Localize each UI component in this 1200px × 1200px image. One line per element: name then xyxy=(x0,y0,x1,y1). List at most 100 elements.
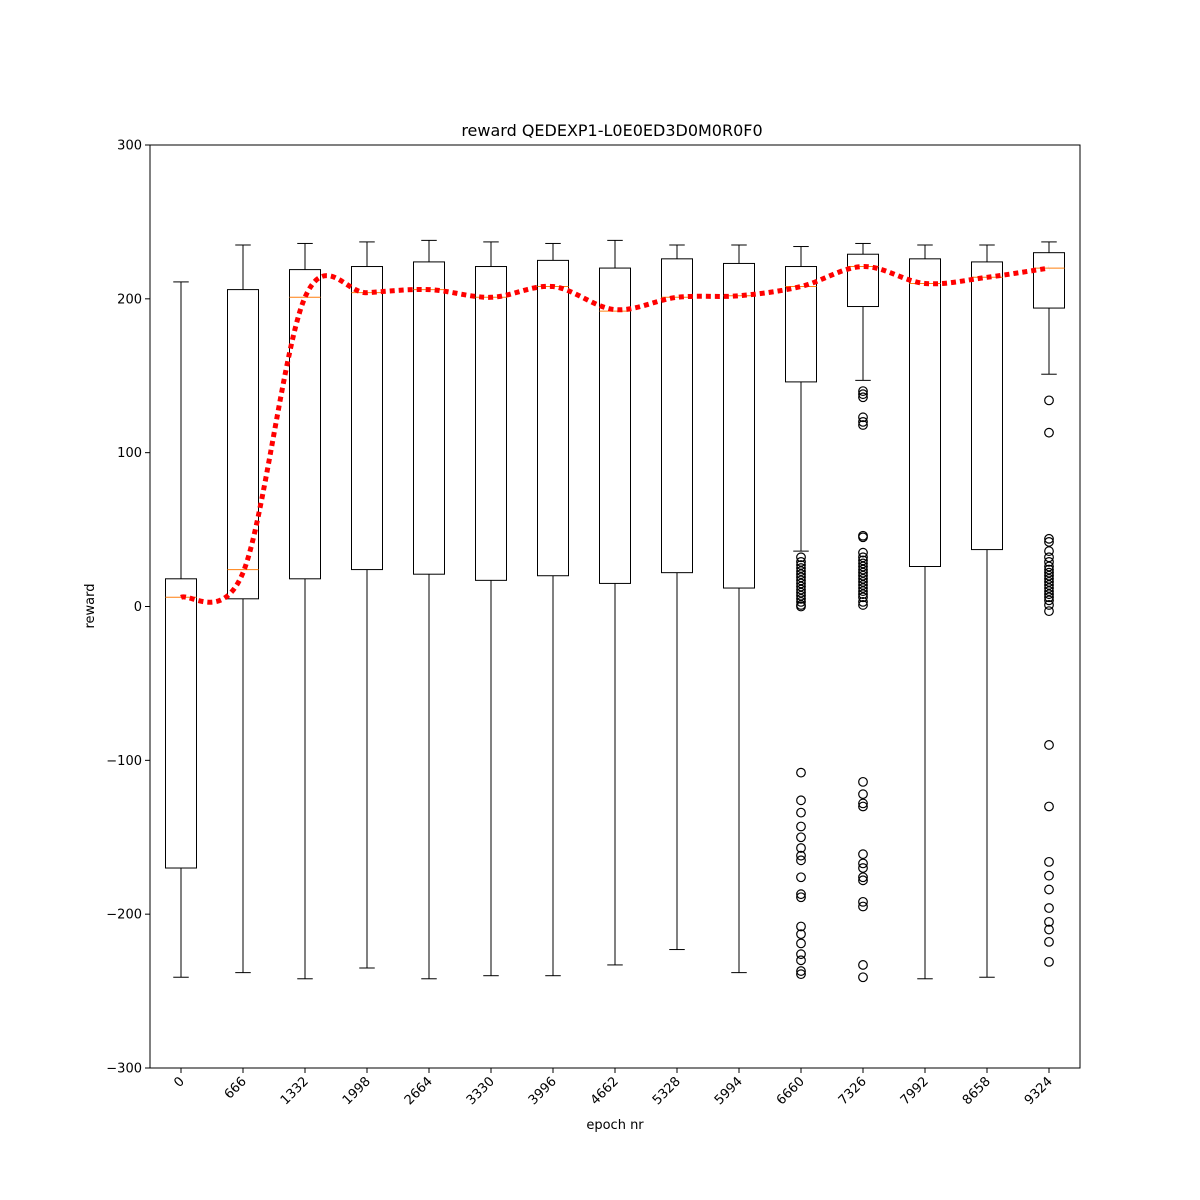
outlier-point xyxy=(858,417,868,427)
outlier-point xyxy=(796,832,806,843)
outlier-point xyxy=(796,575,806,586)
box-4662 xyxy=(599,239,631,966)
box-7326 xyxy=(847,242,879,983)
outlier-point xyxy=(1044,536,1054,547)
box-5328 xyxy=(661,244,693,951)
outlier-point xyxy=(796,821,806,832)
iqr-box xyxy=(537,259,569,577)
outlier-point xyxy=(796,892,806,903)
outlier-point xyxy=(796,578,806,589)
outlier-point xyxy=(1044,546,1054,557)
outlier-point xyxy=(858,972,868,983)
outlier-point xyxy=(796,572,806,583)
box-6660 xyxy=(785,246,817,980)
outlier-point xyxy=(796,767,806,778)
outlier-point xyxy=(796,795,806,806)
outlier-point xyxy=(796,593,806,604)
outlier-point xyxy=(796,590,806,601)
outlier-point xyxy=(796,552,806,563)
box-2664 xyxy=(413,239,445,980)
outlier-point xyxy=(1044,956,1054,967)
box-0 xyxy=(165,281,197,978)
box-5994 xyxy=(723,244,755,974)
iqr-box xyxy=(661,258,693,574)
y-tick-label: 300 xyxy=(117,139,142,154)
outlier-point xyxy=(1044,580,1054,590)
y-axis-label: reward xyxy=(83,583,98,628)
outlier-point xyxy=(796,556,806,567)
box-1332 xyxy=(289,242,321,980)
outlier-point xyxy=(1044,595,1054,606)
outlier-point xyxy=(858,592,868,603)
outlier-point xyxy=(796,855,806,866)
iqr-box xyxy=(785,266,817,383)
outlier-point xyxy=(858,570,868,581)
y-tick-label: −200 xyxy=(106,908,142,923)
outlier-point xyxy=(858,896,868,907)
outlier-point xyxy=(1044,884,1054,895)
outlier-point xyxy=(858,564,868,575)
outlier-point xyxy=(1044,576,1054,587)
outlier-point xyxy=(796,566,806,577)
outlier-point xyxy=(858,532,868,543)
outlier-point xyxy=(858,801,868,812)
outlier-point xyxy=(1044,586,1054,597)
iqr-box xyxy=(165,578,197,869)
iqr-box xyxy=(971,261,1003,551)
outlier-point xyxy=(858,798,868,809)
outlier-point xyxy=(796,807,806,818)
y-tick-label: −300 xyxy=(106,1062,142,1077)
outlier-point xyxy=(858,776,868,787)
outlier-point xyxy=(858,580,868,590)
iqr-box xyxy=(1033,252,1065,309)
outlier-point xyxy=(1044,552,1054,563)
y-tick-label: 200 xyxy=(117,292,142,307)
outlier-point xyxy=(1044,395,1054,406)
outlier-point xyxy=(1044,870,1054,881)
outlier-point xyxy=(1044,740,1054,750)
outlier-point xyxy=(1044,903,1054,913)
box-7992 xyxy=(909,244,941,980)
outlier-point xyxy=(1044,856,1054,867)
iqr-box xyxy=(599,267,631,584)
outlier-point xyxy=(796,955,806,966)
outlier-point xyxy=(796,581,806,592)
outlier-point xyxy=(796,843,806,853)
iqr-box xyxy=(289,269,321,580)
y-tick-label: −100 xyxy=(106,754,142,769)
outlier-point xyxy=(1044,583,1054,593)
y-tick-label: 0 xyxy=(134,600,142,615)
box-3996 xyxy=(537,242,569,977)
outlier-point xyxy=(858,849,868,860)
box-666 xyxy=(227,244,259,974)
outlier-point xyxy=(1044,570,1054,581)
outlier-point xyxy=(796,596,806,607)
outlier-point xyxy=(858,567,868,578)
outlier-point xyxy=(796,872,806,883)
outlier-point xyxy=(858,875,868,886)
outlier-point xyxy=(858,547,868,558)
outlier-point xyxy=(1044,916,1054,927)
outlier-point xyxy=(796,850,806,861)
outlier-point xyxy=(858,412,868,423)
outlier-point xyxy=(1044,567,1054,578)
plot-area xyxy=(165,239,1065,983)
outlier-point xyxy=(796,938,806,949)
outlier-point xyxy=(1044,592,1054,603)
outlier-point xyxy=(796,966,806,976)
outlier-point xyxy=(1044,936,1054,947)
outlier-point xyxy=(858,600,868,610)
iqr-box xyxy=(723,262,755,589)
outlier-point xyxy=(796,969,806,980)
box-9324 xyxy=(1033,241,1065,967)
outlier-point xyxy=(858,552,868,563)
mean-trend-line xyxy=(180,264,1050,605)
outlier-point xyxy=(796,889,806,900)
outlier-point xyxy=(1044,801,1054,812)
outlier-point xyxy=(796,569,806,580)
outlier-point xyxy=(858,386,868,397)
outlier-point xyxy=(858,561,868,572)
outlier-point xyxy=(796,587,806,598)
outlier-point xyxy=(796,560,806,570)
